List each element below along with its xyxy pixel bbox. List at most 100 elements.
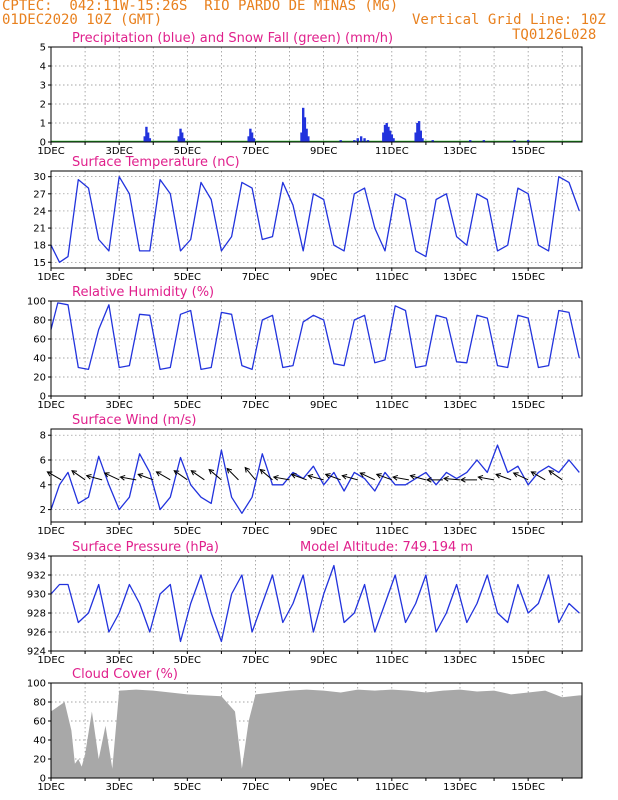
wind-vector (410, 475, 427, 481)
x-tick-label: 5DEC (174, 655, 201, 666)
panel-frame (50, 170, 583, 269)
wind-vector-head (137, 473, 144, 479)
x-tick-label: 11DEC (375, 146, 409, 157)
y-tick-label: 6 (40, 456, 46, 467)
wind-vector (173, 470, 188, 481)
x-tick-label: 11DEC (375, 272, 409, 283)
y-tick-label: 934 (27, 552, 46, 563)
x-tick-label: 5DEC (174, 146, 201, 157)
precip-bar (177, 136, 181, 142)
panel-2: 15 18 21 24 27 30 1DEC 3DEC 5DEC 7DEC 9DEC 11DEC 13D… (33, 155, 583, 283)
precip-bar (392, 138, 395, 142)
x-tick-label: 3DEC (105, 146, 132, 157)
wind-vector (226, 468, 239, 481)
precip-bar (302, 107, 305, 142)
y-tick-label: 932 (27, 571, 46, 582)
panel-frame (50, 300, 583, 397)
panel-5: 924 926 928 930 932 934 1DEC 3DEC 5DEC 7DEC 9DEC 11… (27, 540, 583, 666)
wind-vector-head (208, 468, 215, 475)
precip-bar (385, 123, 388, 142)
y-tick-label: 30 (33, 172, 46, 183)
x-tick-label: 11DEC (375, 526, 409, 537)
x-tick-label: 15DEC (511, 272, 545, 283)
wind-vector (478, 476, 495, 481)
wind-vector-head (341, 474, 348, 480)
wind-vector (376, 473, 392, 481)
wind-vector-head (392, 474, 399, 481)
y-tick-label: 80 (33, 316, 46, 327)
x-tick-label: 13DEC (443, 526, 477, 537)
wind-vector (259, 469, 273, 481)
wind-vector-head (307, 474, 314, 480)
wind-vector-head (155, 471, 162, 477)
header-model-code: TQ0126L028 (512, 27, 597, 43)
y-tick-label: 15 (33, 258, 46, 269)
wind-vector (342, 475, 358, 481)
wind-vector-head (359, 472, 366, 478)
precip-bar (417, 121, 421, 142)
precip-bar (421, 138, 424, 142)
y-tick-label: 924 (27, 647, 46, 658)
y-tick-label: 21 (33, 224, 46, 235)
x-tick-label: 1DEC (37, 655, 64, 666)
panel-title: Cloud Cover (%) (72, 667, 178, 682)
wind-vector (444, 477, 461, 481)
precip-bar (366, 140, 370, 142)
wind-vector-head (375, 473, 382, 479)
precip-bar (513, 140, 516, 142)
wind-vector-head (548, 470, 555, 476)
wind-vector (86, 475, 103, 481)
panel-3: 0 20 40 60 80 100 1DEC 3DEC 5DEC 7DEC 9DEC 11DEC 13D… (27, 285, 583, 411)
panel-1: 0 1 2 3 4 5 1DEC 3DEC 5DEC 7DEC 9DEC 11DEC 13DEC 15DE… (37, 31, 583, 157)
panel-title: Surface Pressure (hPa) (72, 540, 219, 555)
x-tick-label: 9DEC (310, 400, 337, 411)
panel-title: Relative Humidity (%) (72, 285, 214, 300)
wind-vector (104, 472, 120, 481)
x-tick-label: 5DEC (174, 400, 201, 411)
cloud-cover-area (51, 689, 582, 778)
y-tick-label: 3 (40, 81, 46, 92)
y-tick-label: 100 (27, 679, 46, 690)
precip-bar (252, 138, 255, 142)
precip-bar (390, 134, 394, 142)
wind-vector-head (173, 470, 180, 476)
panel-frame (50, 555, 583, 652)
precip-bar (383, 124, 387, 142)
header-date: 01DEC2020 10Z (GMT) (2, 12, 163, 28)
precip-bar (382, 132, 385, 142)
wind-vector-head (226, 467, 233, 474)
x-tick-label: 13DEC (443, 146, 477, 157)
precip-bar (250, 132, 254, 142)
wind-vector-head (85, 474, 92, 480)
wind-vector-head (443, 475, 449, 482)
precip-bar (356, 138, 359, 142)
wind-vector-head (259, 468, 266, 475)
wind-vector-head (71, 470, 78, 476)
header-line1: CPTEC: 042:11W-15:26S RIO PARDO DE MINAS… (2, 0, 399, 14)
x-tick-label: 15DEC (511, 782, 545, 793)
x-tick-label: 1DEC (37, 146, 64, 157)
y-tick-label: 0 (40, 392, 46, 403)
x-tick-label: 9DEC (310, 655, 337, 666)
x-tick-label: 3DEC (105, 400, 132, 411)
y-tick-label: 27 (33, 189, 46, 200)
x-tick-label: 3DEC (105, 526, 132, 537)
precip-bar (247, 136, 250, 142)
x-tick-label: 3DEC (105, 655, 132, 666)
wind-vector (138, 473, 154, 481)
y-tick-label: 5 (40, 43, 46, 54)
wind-vector (495, 473, 512, 481)
precip-bar (145, 126, 148, 142)
precip-bar (307, 136, 310, 142)
x-tick-label: 5DEC (174, 526, 201, 537)
panel-frame (50, 428, 583, 523)
panel-6: 0 20 40 60 80 100 1DEC 3DEC 5DEC 7DEC 9DEC 11DEC 13D… (27, 667, 583, 793)
precip-bar (305, 128, 308, 142)
x-tick-label: 5DEC (174, 782, 201, 793)
y-tick-label: 20 (33, 755, 46, 766)
panel-title: Surface Temperature (nC) (72, 155, 240, 170)
precip-bar (303, 117, 307, 142)
wind-vector (71, 470, 86, 481)
y-tick-label: 0 (40, 774, 46, 785)
